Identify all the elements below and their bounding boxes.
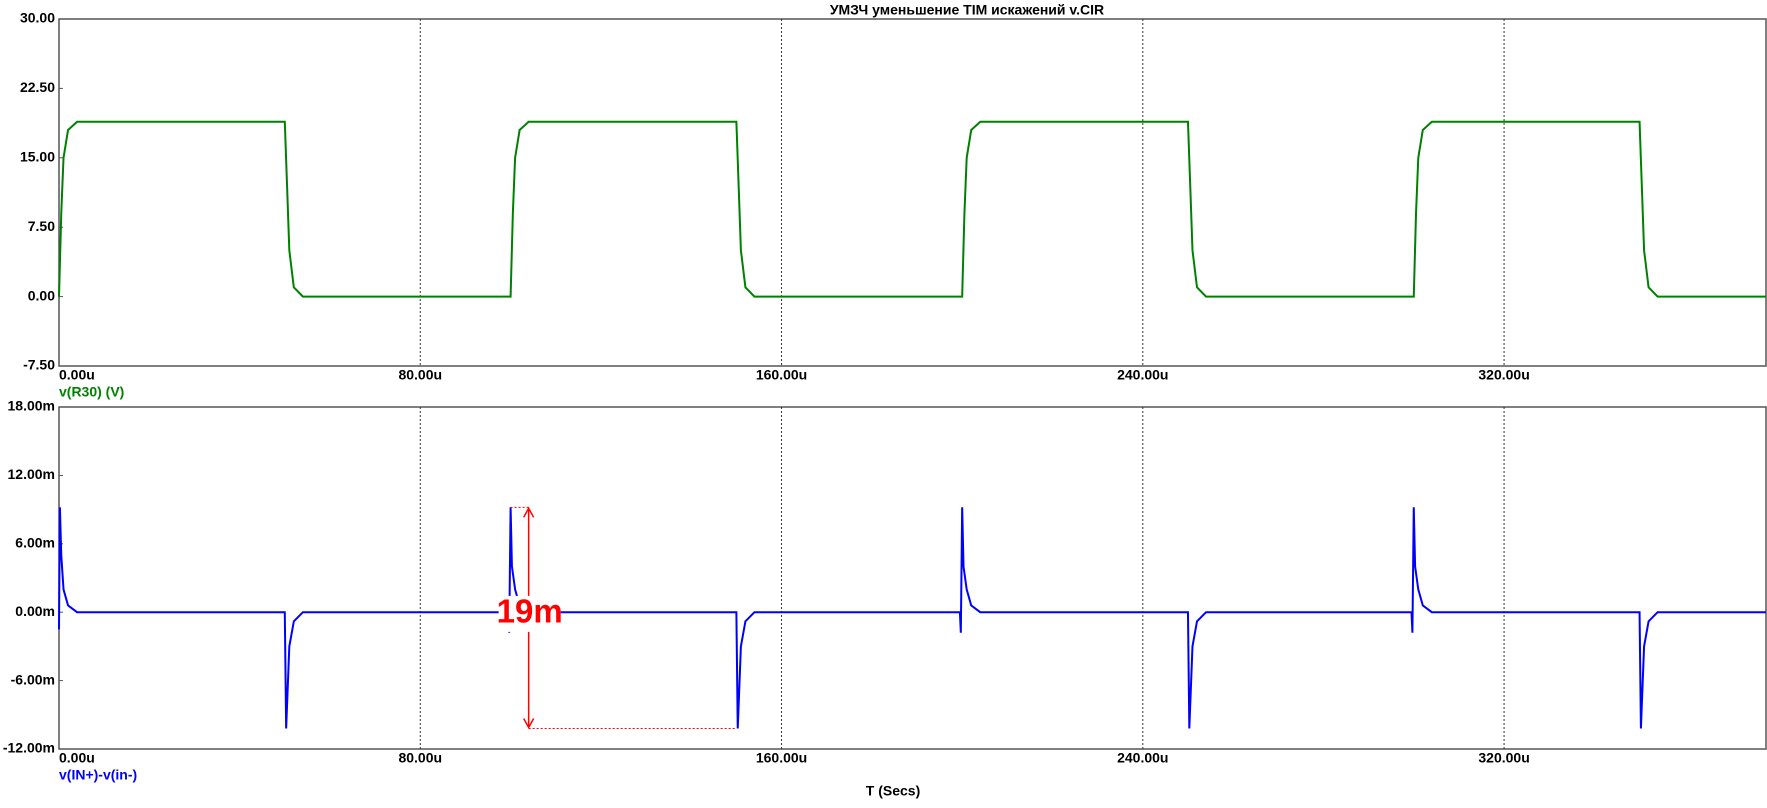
x-tick-label: 320.00u	[1478, 750, 1529, 766]
y-tick-label: 15.00	[20, 149, 55, 165]
y-tick-label: -12.00m	[3, 740, 55, 756]
arrow-head	[522, 718, 535, 730]
x-tick-label: 160.00u	[756, 750, 807, 766]
x-axis-label: T (Secs)	[866, 783, 920, 799]
x-tick-label: 320.00u	[1478, 367, 1529, 383]
y-tick-label: 0.00m	[15, 603, 55, 619]
y-tick-label: -6.00m	[11, 671, 55, 687]
x-tick-label: 80.00u	[398, 367, 442, 383]
x-tick-label: 80.00u	[398, 750, 442, 766]
legend-entry: v(R30) (V)	[59, 384, 124, 400]
legend-entry: v(IN+)-v(in-)	[59, 767, 137, 783]
y-tick-label: 18.00m	[8, 398, 55, 414]
y-tick-label: -7.50	[23, 357, 55, 373]
y-tick-label: 12.00m	[8, 466, 55, 482]
y-tick-label: 22.50	[20, 79, 55, 95]
y-tick-label: 7.50	[28, 218, 55, 234]
annotation-text: 19m	[497, 593, 563, 630]
y-tick-label: 0.00	[28, 287, 55, 303]
x-tick-label: 240.00u	[1117, 750, 1168, 766]
plot-frame	[58, 406, 1767, 750]
y-tick-label: 30.00	[20, 10, 55, 26]
x-tick-label: 160.00u	[756, 367, 807, 383]
y-tick-label: 6.00m	[15, 535, 55, 551]
annotation-bg	[498, 595, 561, 632]
x-tick-label: 240.00u	[1117, 367, 1168, 383]
x-tick-label: 0.00u	[59, 367, 95, 383]
data-line	[58, 120, 1766, 298]
x-tick-label: 0.00u	[59, 750, 95, 766]
plot-frame	[58, 18, 1767, 367]
arrow-head	[522, 506, 535, 518]
data-line	[58, 507, 1766, 729]
chart-title: УМЗЧ уменьшение TIM искажений v.CIR	[830, 2, 1104, 18]
